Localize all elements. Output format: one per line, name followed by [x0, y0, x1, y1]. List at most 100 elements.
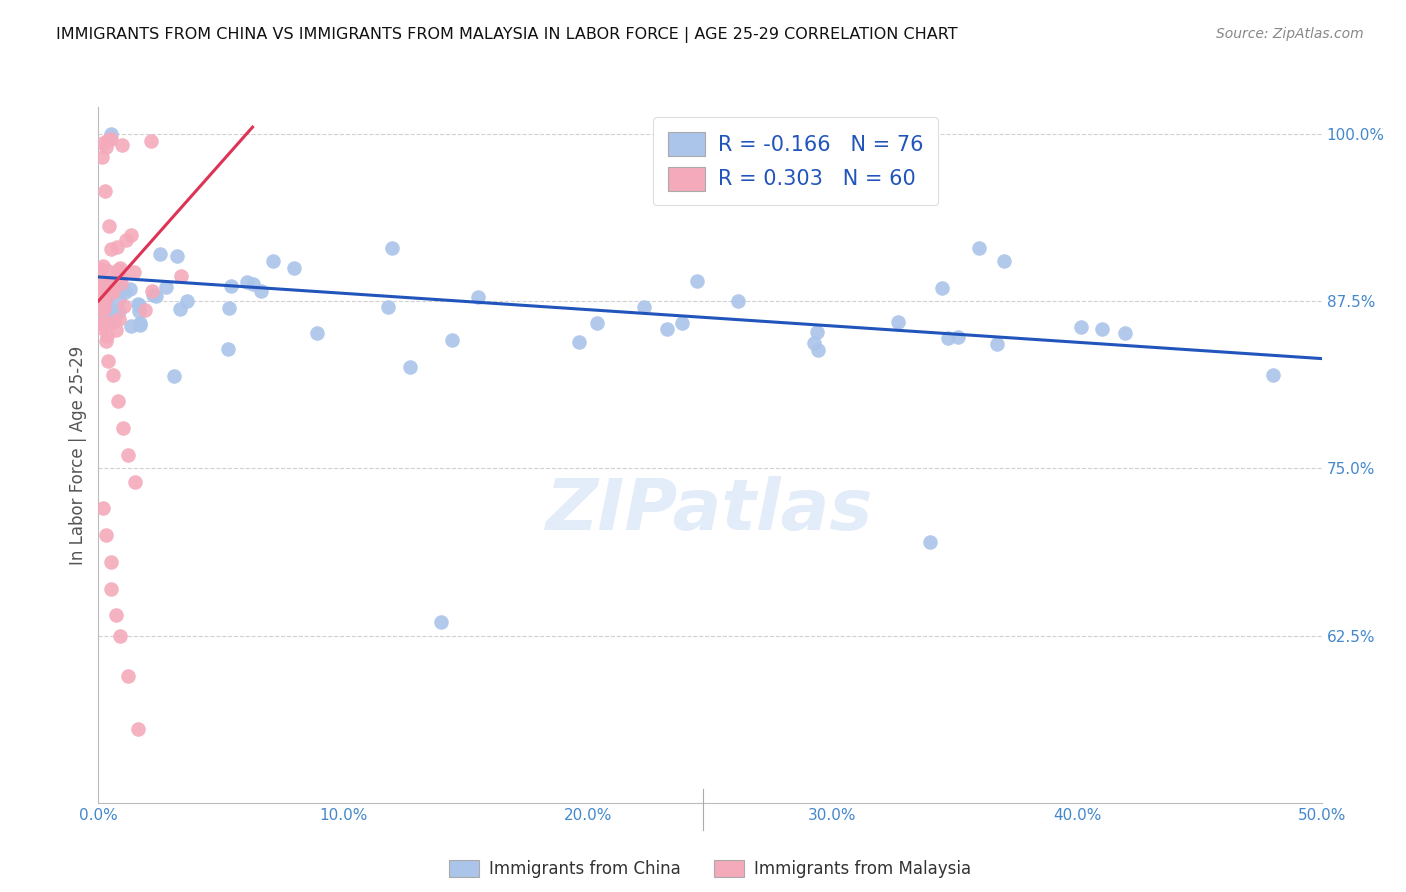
- Point: [100, 582, 122, 596]
- Point: [108, 303, 131, 318]
- Point: [242, 277, 264, 291]
- Point: [141, 134, 163, 148]
- Point: [103, 312, 125, 326]
- Point: [90, 150, 112, 164]
- Point: [94, 296, 117, 310]
- Point: [90, 262, 112, 277]
- Point: [305, 326, 328, 340]
- Point: [128, 318, 150, 333]
- Point: [91, 274, 114, 288]
- Point: [107, 394, 129, 409]
- Point: [101, 368, 124, 382]
- Point: [100, 132, 122, 146]
- Point: [163, 368, 186, 383]
- Point: [107, 312, 129, 326]
- Point: [145, 289, 167, 303]
- Point: [104, 608, 127, 623]
- Point: [107, 292, 129, 306]
- Point: [112, 299, 135, 313]
- Point: [250, 284, 273, 298]
- Point: [1070, 320, 1092, 334]
- Text: Source: ZipAtlas.com: Source: ZipAtlas.com: [1216, 27, 1364, 41]
- Point: [93, 301, 115, 316]
- Point: [93, 315, 115, 329]
- Point: [967, 241, 990, 255]
- Point: [170, 268, 193, 283]
- Point: [176, 294, 198, 309]
- Point: [377, 300, 399, 314]
- Point: [107, 262, 129, 277]
- Point: [97, 133, 120, 147]
- Point: [100, 280, 122, 294]
- Point: [120, 319, 142, 334]
- Point: [886, 315, 908, 329]
- Point: [931, 280, 953, 294]
- Point: [93, 317, 115, 331]
- Point: [90, 302, 112, 317]
- Point: [96, 277, 118, 291]
- Point: [115, 233, 138, 247]
- Point: [686, 275, 709, 289]
- Point: [398, 359, 420, 374]
- Point: [430, 615, 453, 630]
- Point: [90, 297, 112, 311]
- Point: [91, 259, 114, 273]
- Point: [96, 280, 118, 294]
- Point: [94, 528, 117, 542]
- Y-axis label: In Labor Force | Age 25-29: In Labor Force | Age 25-29: [69, 345, 87, 565]
- Point: [94, 310, 117, 325]
- Point: [803, 336, 825, 351]
- Point: [936, 331, 959, 345]
- Point: [671, 316, 693, 330]
- Point: [100, 242, 122, 256]
- Point: [104, 323, 127, 337]
- Point: [920, 535, 942, 549]
- Point: [94, 308, 117, 322]
- Point: [101, 285, 124, 299]
- Point: [986, 337, 1008, 351]
- Point: [141, 284, 163, 298]
- Legend: Immigrants from China, Immigrants from Malaysia: Immigrants from China, Immigrants from M…: [443, 854, 977, 885]
- Point: [94, 140, 117, 154]
- Point: [117, 669, 139, 683]
- Point: [807, 343, 830, 358]
- Point: [101, 277, 124, 291]
- Point: [467, 290, 489, 304]
- Point: [103, 302, 125, 317]
- Text: IMMIGRANTS FROM CHINA VS IMMIGRANTS FROM MALAYSIA IN LABOR FORCE | AGE 25-29 COR: IMMIGRANTS FROM CHINA VS IMMIGRANTS FROM…: [56, 27, 957, 43]
- Point: [169, 302, 191, 317]
- Point: [155, 280, 177, 294]
- Point: [90, 302, 112, 317]
- Point: [806, 326, 828, 340]
- Point: [94, 288, 117, 302]
- Point: [134, 303, 156, 318]
- Point: [90, 304, 112, 318]
- Point: [120, 282, 142, 296]
- Point: [568, 334, 591, 349]
- Point: [117, 448, 139, 462]
- Point: [236, 275, 259, 289]
- Point: [105, 240, 128, 254]
- Point: [727, 293, 749, 308]
- Point: [100, 127, 122, 141]
- Point: [110, 261, 132, 276]
- Point: [1091, 322, 1114, 336]
- Point: [97, 354, 120, 368]
- Point: [91, 501, 114, 516]
- Point: [112, 282, 135, 296]
- Point: [127, 722, 149, 736]
- Point: [655, 321, 678, 335]
- Point: [124, 475, 146, 489]
- Point: [129, 316, 152, 330]
- Point: [948, 330, 970, 344]
- Point: [586, 317, 609, 331]
- Point: [97, 219, 120, 233]
- Point: [149, 247, 172, 261]
- Point: [96, 291, 118, 305]
- Point: [262, 254, 284, 268]
- Point: [111, 421, 134, 435]
- Point: [217, 342, 239, 356]
- Point: [97, 275, 120, 289]
- Point: [91, 321, 114, 335]
- Point: [90, 314, 112, 328]
